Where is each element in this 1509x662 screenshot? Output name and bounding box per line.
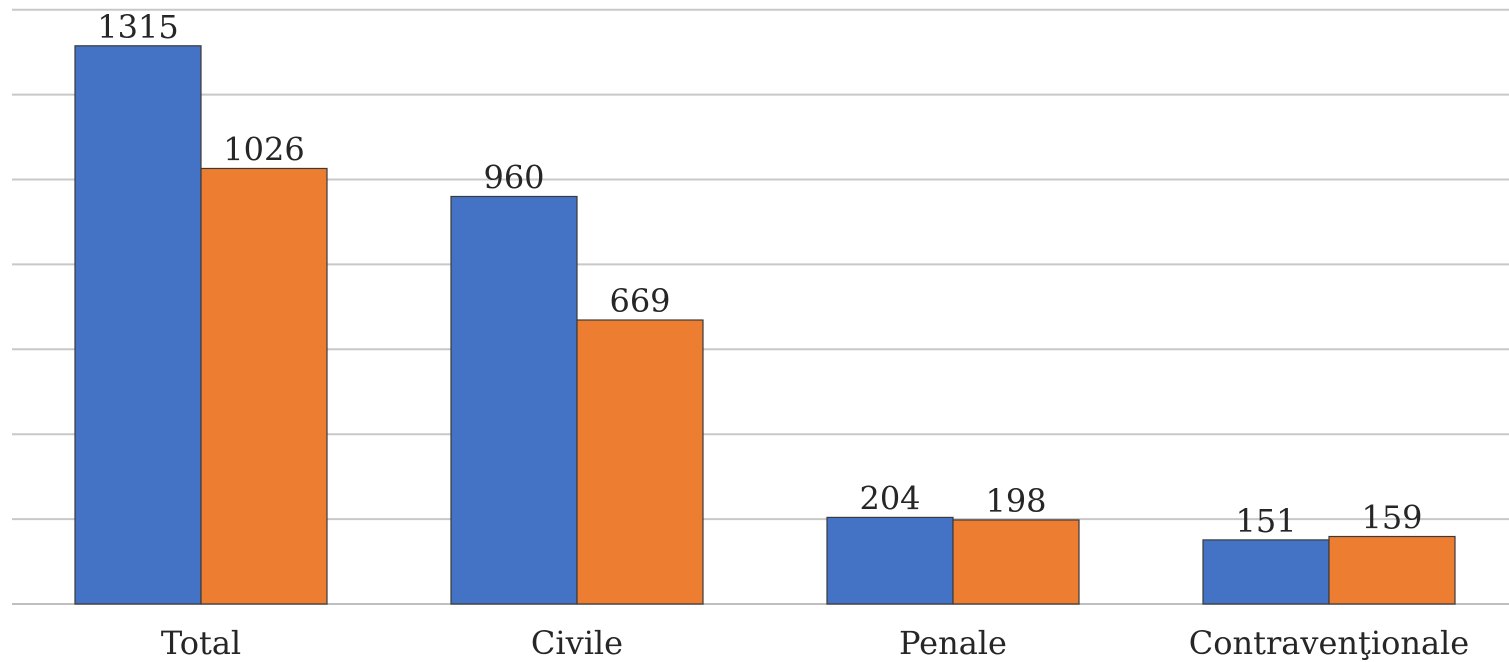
category-label: Total bbox=[161, 624, 241, 662]
data-label: 151 bbox=[1235, 502, 1296, 540]
category-label: Contravenţionale bbox=[1189, 624, 1469, 662]
bar-civile-series-2 bbox=[576, 319, 704, 605]
category-label: Civile bbox=[531, 624, 623, 662]
data-labels: 1315 1026 960 669 204 198 151 159 bbox=[97, 8, 1422, 540]
data-label: 669 bbox=[609, 282, 670, 320]
bar-penale-series-2 bbox=[952, 519, 1080, 605]
bar-total-series-2 bbox=[200, 167, 328, 605]
category-labels: Total Civile Penale Contravenţionale bbox=[161, 624, 1469, 662]
bar-civile-series-1 bbox=[450, 195, 578, 605]
data-label: 198 bbox=[985, 482, 1046, 520]
bar-total-series-1 bbox=[74, 45, 202, 605]
data-label: 1026 bbox=[223, 130, 304, 168]
bars bbox=[74, 45, 1456, 605]
data-label: 159 bbox=[1361, 499, 1422, 537]
data-label: 1315 bbox=[97, 8, 178, 46]
data-label: 204 bbox=[859, 479, 920, 517]
bar-contraven-ionale-series-1 bbox=[1202, 539, 1330, 605]
data-label: 960 bbox=[483, 158, 544, 196]
category-label: Penale bbox=[899, 624, 1007, 662]
bar-penale-series-1 bbox=[826, 516, 954, 605]
bar-contraven-ionale-series-2 bbox=[1328, 535, 1456, 605]
